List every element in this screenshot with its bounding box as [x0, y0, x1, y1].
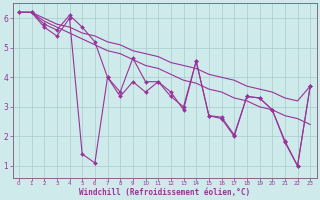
X-axis label: Windchill (Refroidissement éolien,°C): Windchill (Refroidissement éolien,°C) — [79, 188, 250, 197]
